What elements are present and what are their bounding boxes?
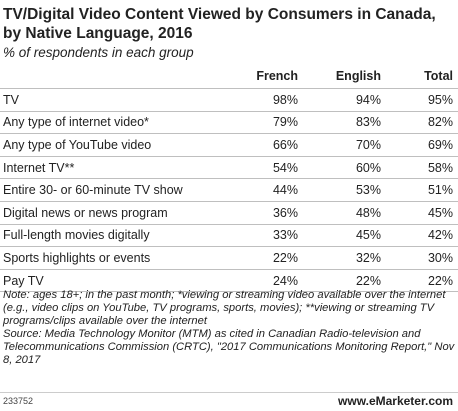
chart-id: 233752 bbox=[3, 396, 34, 406]
brand-name: eMarketer bbox=[368, 394, 425, 408]
cell-french: 79% bbox=[215, 110, 298, 134]
cell-total: 42% bbox=[381, 223, 458, 247]
row-label: Sports highlights or events bbox=[0, 246, 215, 270]
cell-total: 45% bbox=[381, 200, 458, 225]
brand-prefix: www. bbox=[338, 394, 369, 408]
cell-english: 45% bbox=[298, 223, 381, 247]
table-row: Any type of YouTube video 66% 70% 69% bbox=[0, 133, 458, 157]
cell-french: 54% bbox=[215, 155, 298, 179]
cell-english: 60% bbox=[298, 155, 381, 179]
note-text: Note: ages 18+; in the past month; *view… bbox=[3, 289, 446, 328]
row-label: Internet TV** bbox=[0, 155, 215, 179]
table-row: Full-length movies digitally 33% 45% 42% bbox=[0, 223, 458, 247]
cell-total: 95% bbox=[381, 88, 458, 112]
cell-english: 48% bbox=[298, 200, 381, 225]
footer: 233752 www.eMarketer.com bbox=[0, 392, 458, 411]
cell-french: 44% bbox=[215, 178, 298, 202]
row-label: Digital news or news program bbox=[0, 200, 215, 225]
source-text: Source: Media Technology Monitor (MTM) a… bbox=[3, 328, 455, 367]
data-table: French English Total TV 98% 94% 95% Any type… bbox=[0, 64, 458, 293]
cell-french: 98% bbox=[215, 88, 298, 112]
row-label: Any type of YouTube video bbox=[0, 133, 215, 157]
table-row: Any type of internet video* 79% 83% 82% bbox=[0, 110, 458, 134]
table-row: Sports highlights or events 22% 32% 30% bbox=[0, 246, 458, 270]
column-header-total: Total bbox=[424, 69, 453, 83]
cell-english: 70% bbox=[298, 133, 381, 157]
column-header-english: English bbox=[335, 69, 381, 83]
table-row: Internet TV** 54% 60% 58% bbox=[0, 155, 458, 179]
cell-total: 30% bbox=[381, 246, 458, 270]
cell-french: 36% bbox=[215, 200, 298, 225]
cell-english: 94% bbox=[298, 88, 381, 112]
column-header-french: French bbox=[256, 69, 298, 83]
table-row: Entire 30- or 60-minute TV show 44% 53% 51% bbox=[0, 178, 458, 202]
table-header-row: French English Total bbox=[0, 64, 458, 89]
row-label: Pay TV bbox=[0, 268, 215, 293]
table-row: Digital news or news program 36% 48% 45% bbox=[0, 200, 458, 225]
row-label: Entire 30- or 60-minute TV show bbox=[0, 178, 215, 202]
row-label: Full-length movies digitally bbox=[0, 223, 215, 247]
cell-french: 33% bbox=[215, 223, 298, 247]
cell-english: 83% bbox=[298, 110, 381, 134]
row-label: Any type of internet video* bbox=[0, 110, 215, 134]
cell-english: 53% bbox=[298, 178, 381, 202]
table-row: TV 98% 94% 95% bbox=[0, 88, 458, 112]
cell-english: 32% bbox=[298, 246, 381, 270]
cell-total: 51% bbox=[381, 178, 458, 202]
brand-suffix: .com bbox=[424, 394, 453, 408]
chart-subtitle: % of respondents in each group bbox=[3, 45, 194, 60]
cell-english: 22% bbox=[298, 268, 381, 293]
chart-title: TV/Digital Video Content Viewed by Consu… bbox=[3, 6, 436, 42]
brand-logo: www.eMarketer.com bbox=[338, 394, 453, 408]
cell-french: 22% bbox=[215, 246, 298, 270]
chart-notes: Note: ages 18+; in the past month; *view… bbox=[3, 289, 455, 368]
cell-french: 24% bbox=[215, 268, 298, 293]
cell-total: 22% bbox=[381, 268, 458, 293]
cell-total: 69% bbox=[381, 133, 458, 157]
cell-french: 66% bbox=[215, 133, 298, 157]
header-label-column bbox=[0, 64, 215, 89]
table-row: Pay TV 24% 22% 22% bbox=[0, 268, 458, 293]
cell-total: 82% bbox=[381, 110, 458, 134]
row-label: TV bbox=[0, 88, 215, 112]
cell-total: 58% bbox=[381, 155, 458, 179]
